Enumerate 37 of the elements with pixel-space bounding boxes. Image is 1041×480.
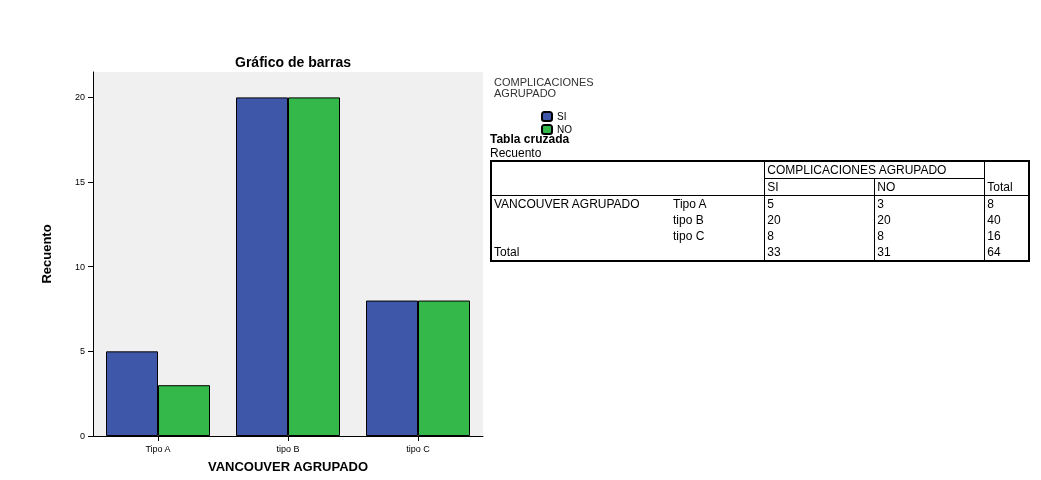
category-label: Tipo A — [673, 197, 707, 211]
text: COMPLICACIONES AGRUPADO — [764, 161, 985, 179]
text: 3 — [877, 197, 884, 211]
text: 8 — [767, 229, 774, 243]
legend-label: NO — [557, 124, 573, 135]
y-tick-label: 0 — [79, 431, 85, 441]
y-tick-label: 10 — [74, 261, 85, 272]
text: 33 — [767, 245, 781, 259]
category-label: NO — [874, 178, 985, 196]
x-tick-label: tipo B — [276, 443, 300, 454]
text: 16 — [987, 229, 1001, 243]
text: 20 — [767, 213, 781, 227]
y-tick-label: 20 — [74, 92, 85, 103]
legend-title: COMPLICACIONES AGRUPADO — [494, 75, 594, 99]
x-tick-label: Tipo A — [145, 443, 171, 454]
category-label: tipo C — [673, 229, 705, 243]
text: 8 — [877, 229, 884, 243]
category-label: Total — [984, 161, 1029, 196]
text: Tabla cruzada — [490, 132, 570, 146]
text: 8 — [987, 197, 994, 211]
category-label: Total — [494, 245, 520, 259]
text: 31 — [877, 245, 891, 259]
chart-title: Gráfico de barras — [235, 54, 352, 70]
text: Recuento — [490, 146, 543, 160]
category-label: tipo B — [673, 213, 704, 227]
x-tick-label: tipo C — [406, 443, 431, 454]
text: 5 — [767, 197, 774, 211]
text: 64 — [987, 245, 1001, 259]
y-tick-label: 5 — [79, 346, 85, 357]
text: 40 — [987, 213, 1001, 227]
x-axis-title: VANCOUVER AGRUPADO — [207, 459, 369, 474]
text: VANCOUVER AGRUPADO — [493, 196, 641, 212]
y-tick-label: 15 — [74, 177, 85, 188]
y-axis-title: Recuento — [39, 224, 54, 284]
category-label: SI — [764, 178, 875, 196]
text: 20 — [877, 213, 891, 227]
legend-label: SI — [557, 111, 567, 122]
